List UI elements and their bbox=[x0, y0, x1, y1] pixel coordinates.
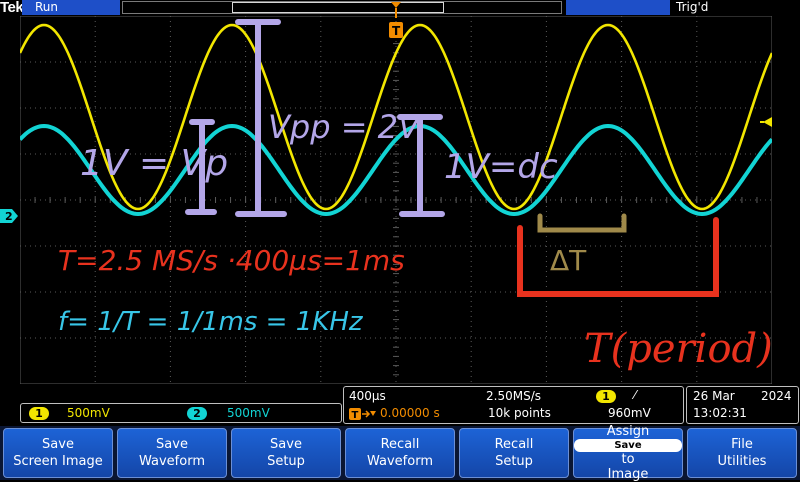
brand-logo: Tek bbox=[0, 0, 24, 16]
vpp-note: Vpp = 2V bbox=[268, 108, 422, 146]
recall-setup-button[interactable]: Recall Setup bbox=[459, 428, 569, 478]
trigger-source-badge[interactable]: 1 bbox=[596, 390, 616, 403]
channel-scale-panel[interactable]: 1 500mV 2 500mV bbox=[20, 403, 342, 423]
save-screen-image-button[interactable]: Save Screen Image bbox=[3, 428, 113, 478]
waveform-display bbox=[20, 16, 772, 384]
save-setup-button[interactable]: Save Setup bbox=[231, 428, 341, 478]
trigger-slope-icon: ⁄ bbox=[634, 388, 637, 402]
trigger-position-marker[interactable]: T bbox=[388, 2, 404, 40]
assign-save-button[interactable]: Assign Save to Image bbox=[573, 424, 683, 482]
acquisition-status-bar bbox=[22, 0, 120, 15]
channel-2-marker-label: 2 bbox=[5, 210, 13, 223]
period-note: T(period) bbox=[584, 326, 773, 372]
channel-1-badge[interactable]: 1 bbox=[29, 407, 49, 420]
trigger-level: 960mV bbox=[608, 406, 651, 420]
file-utilities-button[interactable]: File Utilities bbox=[687, 428, 797, 478]
record-view-window bbox=[232, 2, 444, 13]
acquisition-state: Run bbox=[35, 0, 59, 14]
status-bar: Tek Run Trig'd bbox=[0, 0, 800, 16]
channel-2-ground-marker[interactable]: 2 bbox=[0, 209, 18, 223]
horizontal-trigger-panel[interactable]: 400µs 2.50MS/s 1 ⁄ T 0.00000 s 10k point… bbox=[343, 386, 684, 424]
period-bracket bbox=[517, 217, 719, 297]
channel-2-badge[interactable]: 2 bbox=[187, 407, 207, 420]
delta-t-note: ΔT bbox=[550, 244, 587, 277]
period-calculation-note: T=2.5 MS/s ·400µs=1ms bbox=[58, 244, 405, 277]
save-key-chip: Save bbox=[574, 439, 682, 452]
delay-marker-icon: T bbox=[349, 408, 376, 421]
sample-rate: 2.50MS/s bbox=[486, 389, 541, 403]
trigger-status: Trig'd bbox=[676, 0, 709, 14]
record-status-bar bbox=[566, 0, 670, 15]
svg-text:T: T bbox=[352, 410, 359, 421]
channel-1-waveform bbox=[20, 23, 772, 211]
time-per-division: 400µs bbox=[349, 389, 386, 403]
trigger-level-marker[interactable] bbox=[760, 115, 772, 129]
horizontal-delay: 0.00000 s bbox=[380, 406, 440, 420]
datetime-panel: 26 Mar 2024 13:02:31 bbox=[686, 386, 799, 424]
channel-2-scale: 500mV bbox=[227, 406, 270, 420]
amplitude-note: 1V = Vp bbox=[80, 143, 228, 184]
recall-waveform-button[interactable]: Recall Waveform bbox=[345, 428, 455, 478]
trigger-position-glyph: T bbox=[392, 24, 401, 38]
delta-t-bracket bbox=[537, 213, 627, 233]
channel-1-scale: 500mV bbox=[67, 406, 110, 420]
channel-2-waveform bbox=[20, 123, 772, 217]
save-waveform-button[interactable]: Save Waveform bbox=[117, 428, 227, 478]
graticule-grid bbox=[20, 16, 772, 384]
record-view-bar bbox=[122, 1, 562, 14]
offset-note: 1V=dc bbox=[444, 147, 558, 187]
date: 26 Mar bbox=[693, 389, 735, 403]
record-length: 10k points bbox=[488, 406, 551, 420]
year: 2024 bbox=[761, 389, 792, 403]
frequency-note: f= 1/T = 1/1ms = 1KHz bbox=[58, 307, 364, 337]
time: 13:02:31 bbox=[693, 406, 747, 420]
